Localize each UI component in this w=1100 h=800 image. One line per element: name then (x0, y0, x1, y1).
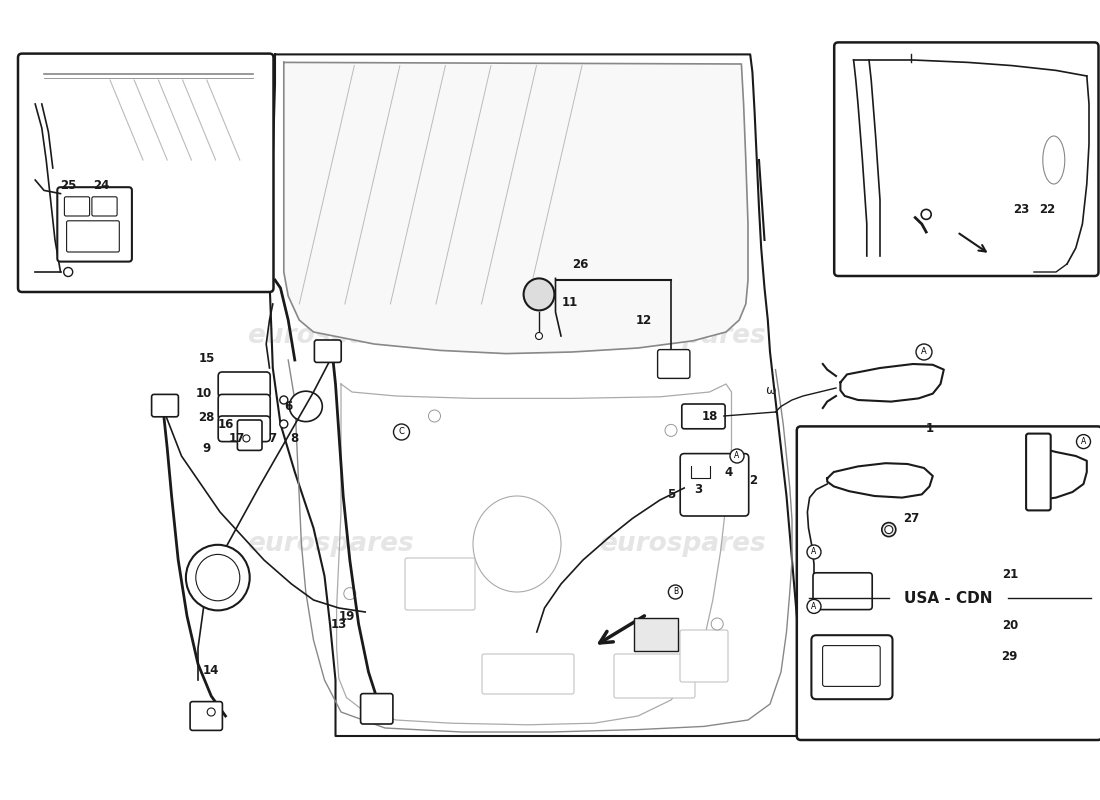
Text: 20: 20 (1002, 619, 1018, 632)
Text: A: A (921, 347, 927, 357)
Circle shape (712, 618, 723, 630)
Text: A: A (1081, 437, 1086, 446)
Text: 26: 26 (573, 258, 588, 270)
FancyBboxPatch shape (218, 372, 271, 398)
Text: USA - CDN: USA - CDN (904, 591, 992, 606)
FancyBboxPatch shape (152, 394, 178, 417)
Circle shape (64, 267, 73, 277)
Text: 18: 18 (702, 410, 717, 422)
Text: 8: 8 (290, 432, 299, 445)
Circle shape (279, 396, 288, 404)
FancyBboxPatch shape (658, 350, 690, 378)
FancyBboxPatch shape (834, 42, 1099, 276)
Polygon shape (827, 463, 933, 498)
Text: 13: 13 (331, 618, 346, 630)
Ellipse shape (524, 278, 554, 310)
FancyBboxPatch shape (813, 573, 872, 610)
FancyBboxPatch shape (361, 694, 393, 724)
FancyBboxPatch shape (18, 54, 274, 292)
FancyBboxPatch shape (218, 416, 271, 442)
Text: 14: 14 (204, 664, 219, 677)
Circle shape (536, 333, 542, 339)
Circle shape (916, 344, 932, 360)
Text: 17: 17 (229, 432, 244, 445)
Text: 23: 23 (1013, 203, 1028, 216)
Text: 6: 6 (284, 400, 293, 413)
Bar (634, 618, 678, 651)
FancyBboxPatch shape (92, 197, 117, 216)
Text: 21: 21 (1002, 568, 1018, 581)
FancyBboxPatch shape (680, 630, 728, 682)
Circle shape (207, 708, 216, 716)
Ellipse shape (1043, 136, 1065, 184)
Polygon shape (840, 364, 944, 402)
Text: C: C (398, 427, 405, 437)
Circle shape (429, 410, 440, 422)
FancyBboxPatch shape (315, 340, 341, 362)
Text: 25: 25 (60, 179, 76, 192)
FancyBboxPatch shape (812, 635, 892, 699)
Text: A: A (812, 547, 816, 557)
FancyBboxPatch shape (238, 420, 262, 450)
Text: eurospares: eurospares (246, 531, 414, 557)
Text: 3: 3 (694, 483, 703, 496)
Circle shape (344, 587, 355, 600)
Ellipse shape (473, 496, 561, 592)
Circle shape (394, 424, 409, 440)
FancyBboxPatch shape (614, 654, 695, 698)
Circle shape (884, 526, 893, 534)
FancyBboxPatch shape (57, 187, 132, 262)
Text: eurospares: eurospares (246, 323, 414, 349)
Text: 2: 2 (749, 474, 758, 486)
FancyBboxPatch shape (823, 646, 880, 686)
Text: eurospares: eurospares (598, 323, 766, 349)
Text: A: A (735, 451, 739, 461)
Circle shape (882, 522, 895, 537)
Ellipse shape (196, 554, 240, 601)
Text: A: A (812, 602, 816, 611)
Circle shape (279, 420, 288, 428)
Text: 24: 24 (94, 179, 109, 192)
Circle shape (243, 435, 250, 442)
Circle shape (1077, 434, 1090, 449)
Text: 28: 28 (199, 411, 214, 424)
FancyBboxPatch shape (405, 558, 475, 610)
Text: 16: 16 (218, 418, 233, 430)
Circle shape (807, 545, 821, 559)
FancyBboxPatch shape (65, 197, 89, 216)
FancyBboxPatch shape (190, 702, 222, 730)
Text: 5: 5 (667, 488, 675, 501)
FancyBboxPatch shape (1026, 434, 1050, 510)
Text: 11: 11 (562, 296, 578, 309)
FancyBboxPatch shape (796, 426, 1100, 740)
Text: 4: 4 (724, 466, 733, 478)
Text: 19: 19 (339, 610, 354, 622)
FancyBboxPatch shape (682, 404, 725, 429)
Ellipse shape (289, 391, 322, 422)
Text: 7: 7 (268, 432, 277, 445)
Text: 15: 15 (199, 352, 214, 365)
Circle shape (807, 599, 821, 614)
Circle shape (669, 585, 682, 599)
Text: ω: ω (764, 384, 776, 397)
Text: 10: 10 (196, 387, 211, 400)
Text: eurospares: eurospares (598, 531, 766, 557)
Text: 12: 12 (636, 314, 651, 326)
Ellipse shape (186, 545, 250, 610)
FancyBboxPatch shape (482, 654, 574, 694)
Text: 29: 29 (1002, 650, 1018, 662)
FancyBboxPatch shape (218, 394, 271, 420)
Text: 1: 1 (925, 422, 934, 434)
Text: 22: 22 (1040, 203, 1055, 216)
Circle shape (921, 210, 932, 219)
Text: 27: 27 (903, 512, 918, 525)
FancyBboxPatch shape (67, 221, 119, 252)
Text: 9: 9 (202, 442, 211, 454)
Polygon shape (284, 62, 748, 354)
Circle shape (666, 424, 676, 437)
FancyBboxPatch shape (680, 454, 749, 516)
Text: B: B (673, 587, 678, 597)
Circle shape (730, 449, 744, 463)
